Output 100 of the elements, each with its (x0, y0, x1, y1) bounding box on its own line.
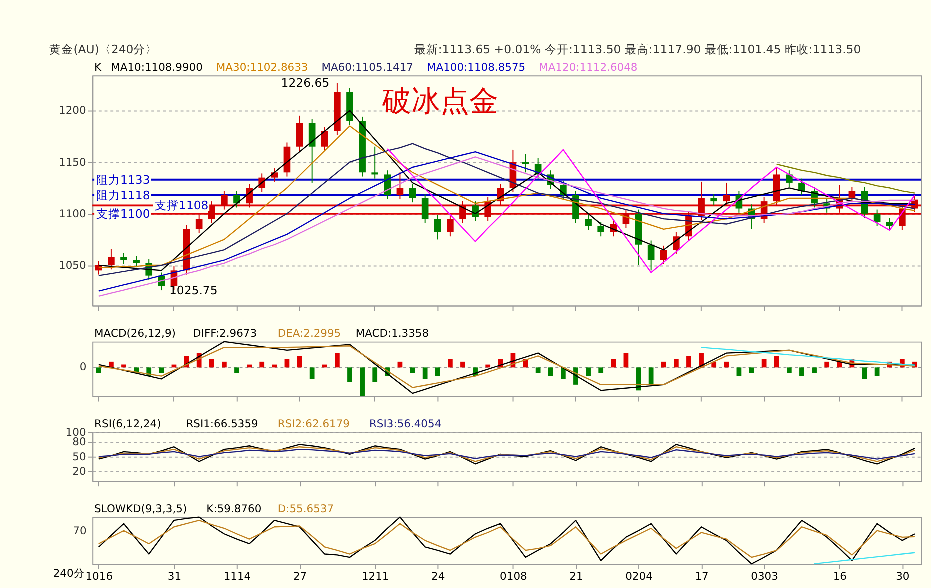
bar (812, 368, 817, 374)
bar (774, 356, 780, 368)
series-label: K:59.8760 (206, 502, 262, 516)
ref-line-label: 支撑1100 (96, 206, 150, 221)
line-series (387, 148, 916, 274)
bar (586, 368, 591, 376)
x-tick-label: 0108 (500, 570, 528, 584)
series-label: DEA:2.2995 (278, 326, 342, 340)
bar (297, 356, 302, 368)
bar (222, 362, 227, 368)
candlestick (296, 115, 304, 152)
bar (460, 362, 466, 368)
candlestick (234, 190, 240, 208)
candlestick (321, 126, 328, 152)
x-tick-label: 24 (432, 570, 446, 584)
candlestick (660, 245, 668, 265)
x-tick-label: 16 (833, 570, 848, 584)
y-tick-label: 1100 (58, 207, 86, 220)
candlestick (698, 181, 705, 221)
candlestick (447, 214, 454, 238)
series-label: DIFF:2.9673 (193, 326, 258, 340)
series-label: RSI1:66.5359 (186, 418, 259, 431)
candlestick (208, 201, 216, 224)
bar (159, 368, 164, 374)
bar (372, 368, 378, 382)
x-tick-label: 30 (896, 570, 910, 584)
candlestick (472, 201, 479, 222)
x-tick-label: 1114 (224, 570, 252, 584)
candlestick (308, 118, 316, 184)
bar (786, 368, 792, 374)
ref-line-label: 阻力1133 (96, 172, 150, 187)
chart-title: RSI(6,12,24) (94, 418, 162, 431)
bar (824, 362, 830, 368)
y-tick-label: 20 (72, 464, 86, 478)
bar (435, 368, 440, 376)
x-axis-title: 240分 (53, 566, 85, 580)
legend-title: K (94, 60, 103, 74)
text: MA60:1105.1417 (322, 60, 414, 74)
candlestick (396, 172, 404, 200)
bar (335, 353, 340, 368)
bar (360, 368, 365, 396)
bar (611, 359, 616, 368)
bar (234, 368, 240, 374)
text: MACD:1.3358 (356, 326, 430, 340)
bar (674, 359, 679, 368)
bar (260, 362, 265, 368)
x-tick-label: 1016 (86, 570, 114, 584)
bar (762, 359, 767, 368)
y-tick-label: 1050 (58, 258, 86, 272)
bar (648, 368, 654, 385)
candlestick (899, 204, 906, 231)
chart-title: SLOWKD(9,3,3,5) (94, 502, 188, 516)
candlestick (874, 209, 881, 227)
bar (800, 368, 804, 376)
chart-title: 破冰点金 (382, 84, 499, 118)
candlestick (886, 218, 894, 231)
candlestick (798, 178, 806, 196)
bar (209, 359, 214, 368)
text: 70 (73, 524, 87, 538)
candlestick (372, 146, 379, 180)
bar (548, 368, 554, 376)
candlestick (108, 248, 115, 270)
series-label: D:55.6537 (278, 502, 334, 516)
y-tick-label: 50 (72, 450, 86, 464)
candlestick (723, 182, 730, 206)
text: 黄金(AU)〈240分〉 (50, 42, 158, 56)
text: 最新:1113.65 +0.01% 今开:1113.50 最高:1117.90 最低:1101.45 昨收:1113.50 (414, 42, 862, 56)
candlestick (585, 214, 592, 231)
bar (624, 353, 629, 368)
candlestick (460, 201, 466, 224)
text: MA120:1112.6048 (539, 60, 638, 74)
bar (410, 368, 416, 374)
series-label: RSI2:62.6179 (278, 418, 350, 431)
bar (598, 368, 604, 374)
bar (749, 368, 754, 374)
text: MA10:1108.9900 (111, 60, 204, 74)
candlestick (710, 194, 718, 206)
candlestick (848, 186, 856, 204)
bar (96, 368, 102, 374)
bar (448, 359, 453, 368)
x-tick-label: 17 (695, 570, 709, 584)
bar (686, 356, 692, 368)
bar (284, 359, 290, 368)
bar (862, 368, 868, 380)
candlestick (422, 194, 429, 224)
bar (109, 362, 114, 368)
candlestick (409, 184, 416, 204)
x-tick-label: 21 (570, 570, 584, 584)
x-tick-label: 0303 (751, 570, 778, 584)
candlestick (786, 170, 793, 188)
ref-line-label: 0 (80, 360, 87, 374)
annotation: 1226.65 (281, 76, 330, 90)
candlestick (246, 184, 253, 208)
candlestick (434, 214, 442, 240)
bar (348, 368, 352, 382)
candlestick (221, 190, 228, 210)
bar (536, 368, 541, 374)
annotation: 1025.75 (169, 283, 218, 298)
text: MA100:1108.8575 (426, 60, 526, 74)
x-tick-label: 27 (293, 570, 308, 584)
